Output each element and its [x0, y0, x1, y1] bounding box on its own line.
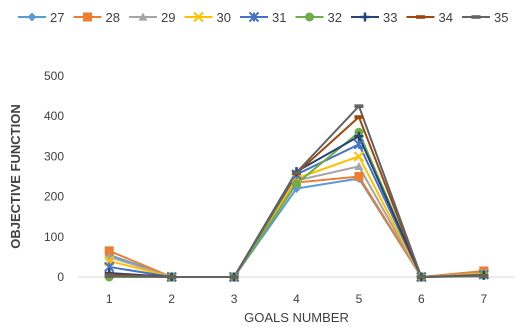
x-tick-label: 3 — [231, 292, 238, 306]
legend-marker — [138, 12, 148, 21]
legend-label: 30 — [217, 10, 231, 25]
series-markers — [104, 104, 489, 283]
y-tick-label: 0 — [57, 270, 64, 284]
x-tick-label: 5 — [356, 292, 363, 306]
data-point-35-4 — [292, 170, 301, 175]
y-tick-label: 300 — [44, 149, 64, 163]
x-tick-label: 6 — [418, 292, 425, 306]
legend-label: 28 — [106, 10, 120, 25]
y-tick-label: 500 — [44, 69, 64, 83]
legend-label: 32 — [328, 10, 342, 25]
legend-marker — [83, 12, 92, 22]
series-line-31 — [109, 143, 484, 279]
legend-item-35: 35 — [462, 10, 508, 25]
y-tick-label: 400 — [44, 109, 64, 123]
legend-label: 34 — [439, 10, 453, 25]
x-tick-label: 1 — [106, 292, 113, 306]
data-point-31-5 — [353, 139, 365, 150]
legend-item-30: 30 — [184, 10, 231, 25]
data-point-35-3 — [229, 275, 239, 279]
data-point-30-5 — [353, 151, 365, 162]
legend-marker — [248, 11, 260, 23]
data-point-29-5 — [354, 161, 364, 171]
x-tick-label: 7 — [480, 292, 487, 306]
legend-label: 27 — [50, 10, 64, 25]
y-tick-label: 100 — [44, 230, 64, 244]
data-point-35-1 — [104, 274, 114, 278]
y-axis-ticks: 0 100 200 300 400 500 — [44, 69, 64, 284]
y-tick-label: 200 — [44, 190, 64, 204]
legend: 27 28 29 30 31 32 33 34 35 — [18, 10, 508, 25]
x-axis-ticks: 1 2 3 4 5 6 7 — [106, 292, 488, 306]
data-point-34-5 — [354, 115, 364, 119]
legend-item-34: 34 — [406, 10, 453, 25]
data-point-28-1 — [104, 246, 114, 256]
legend-marker — [27, 12, 37, 22]
legend-label: 35 — [494, 10, 508, 25]
data-point-35-7 — [479, 274, 489, 278]
y-axis-title: OBJECTIVE FUNCTION — [8, 104, 23, 248]
legend-label: 29 — [161, 10, 175, 25]
legend-label: 33 — [383, 10, 397, 25]
series-line-34 — [109, 115, 484, 279]
series-line-33 — [109, 134, 484, 279]
legend-item-33: 33 — [351, 10, 397, 25]
data-point-33-5 — [354, 131, 364, 141]
legend-item-29: 29 — [129, 10, 175, 25]
legend-item-31: 31 — [240, 10, 286, 25]
data-point-35-5 — [354, 104, 364, 108]
data-point-28-5 — [354, 172, 364, 181]
legend-marker — [471, 15, 481, 19]
x-tick-label: 2 — [168, 292, 175, 306]
data-point-32-4 — [292, 179, 301, 189]
legend-marker — [305, 12, 314, 22]
data-point-35-6 — [416, 275, 426, 279]
series-line-32 — [109, 130, 484, 279]
legend-marker — [416, 15, 425, 19]
data-point-35-2 — [167, 275, 177, 279]
plot-area: 0 100 200 300 400 500 1 2 3 4 5 6 7 — [44, 69, 515, 306]
legend-item-27: 27 — [18, 10, 64, 25]
legend-marker — [360, 12, 370, 22]
x-axis-title: GOALS NUMBER — [244, 310, 349, 325]
legend-label: 31 — [272, 10, 286, 25]
legend-item-28: 28 — [73, 10, 120, 25]
series-line-27 — [108, 177, 484, 279]
legend-item-32: 32 — [295, 10, 342, 25]
legend-marker — [193, 11, 204, 23]
x-tick-label: 4 — [293, 292, 300, 306]
